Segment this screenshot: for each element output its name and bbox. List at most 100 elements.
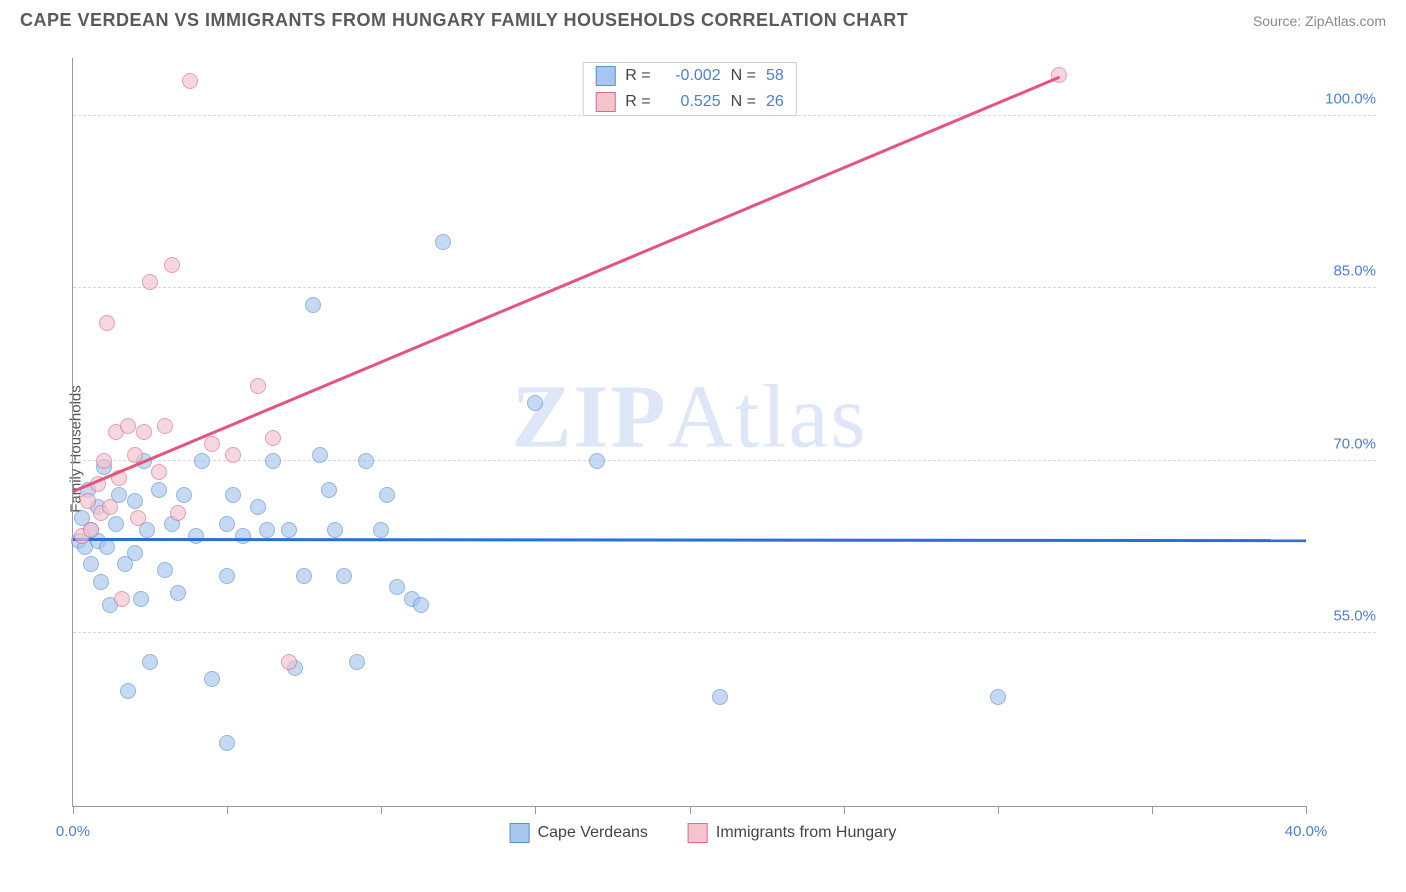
data-point: [349, 654, 365, 670]
data-point: [102, 499, 118, 515]
data-point: [204, 671, 220, 687]
data-point: [130, 510, 146, 526]
data-point: [120, 418, 136, 434]
xtick-label: 0.0%: [56, 823, 90, 840]
xtick: [844, 806, 845, 814]
correlation-legend: R =-0.002 N =58R =0.525 N =26: [582, 62, 796, 116]
data-point: [108, 516, 124, 532]
data-point: [176, 487, 192, 503]
data-point: [321, 482, 337, 498]
data-point: [265, 430, 281, 446]
data-point: [389, 579, 405, 595]
swatch-series2: [688, 823, 708, 843]
data-point: [250, 378, 266, 394]
n-value: 26: [766, 93, 784, 111]
data-point: [204, 436, 220, 452]
r-value: -0.002: [661, 67, 721, 85]
legend-stat-row: R =-0.002 N =58: [583, 63, 795, 89]
data-point: [327, 522, 343, 538]
plot-area: ZIPAtlas R =-0.002 N =58R =0.525 N =26 5…: [72, 58, 1306, 807]
legend-label-series1: Cape Verdeans: [538, 824, 648, 842]
data-point: [127, 545, 143, 561]
data-point: [99, 539, 115, 555]
xtick: [1152, 806, 1153, 814]
data-point: [379, 487, 395, 503]
ytick-label: 70.0%: [1314, 435, 1376, 452]
xtick-label: 40.0%: [1285, 823, 1328, 840]
data-point: [151, 482, 167, 498]
data-point: [164, 257, 180, 273]
data-point: [219, 568, 235, 584]
data-point: [373, 522, 389, 538]
data-point: [712, 689, 728, 705]
data-point: [235, 528, 251, 544]
xtick: [227, 806, 228, 814]
data-point: [157, 562, 173, 578]
data-point: [589, 453, 605, 469]
data-point: [1051, 67, 1067, 83]
regression-line: [73, 538, 1306, 542]
xtick: [381, 806, 382, 814]
data-point: [296, 568, 312, 584]
ytick-label: 55.0%: [1314, 608, 1376, 625]
data-point: [151, 464, 167, 480]
ytick-label: 100.0%: [1314, 90, 1376, 107]
data-point: [259, 522, 275, 538]
watermark: ZIPAtlas: [511, 366, 867, 469]
data-point: [188, 528, 204, 544]
data-point: [225, 487, 241, 503]
page-title: CAPE VERDEAN VS IMMIGRANTS FROM HUNGARY …: [20, 10, 908, 31]
data-point: [219, 516, 235, 532]
xtick: [535, 806, 536, 814]
n-value: 58: [766, 67, 784, 85]
data-point: [93, 574, 109, 590]
data-point: [219, 735, 235, 751]
data-point: [96, 453, 112, 469]
data-point: [83, 522, 99, 538]
data-point: [194, 453, 210, 469]
xtick: [1306, 806, 1307, 814]
series-legend: Cape Verdeans Immigrants from Hungary: [510, 823, 897, 843]
data-point: [170, 585, 186, 601]
swatch: [595, 66, 615, 86]
swatch: [595, 92, 615, 112]
source-attribution: Source: ZipAtlas.com: [1253, 13, 1386, 29]
data-point: [281, 654, 297, 670]
legend-item-series1: Cape Verdeans: [510, 823, 648, 843]
data-point: [225, 447, 241, 463]
legend-label-series2: Immigrants from Hungary: [716, 824, 897, 842]
data-point: [413, 597, 429, 613]
data-point: [281, 522, 297, 538]
data-point: [120, 683, 136, 699]
xtick: [998, 806, 999, 814]
data-point: [157, 418, 173, 434]
data-point: [114, 591, 130, 607]
chart-container: Family Households ZIPAtlas R =-0.002 N =…: [20, 50, 1386, 847]
data-point: [170, 505, 186, 521]
data-point: [435, 234, 451, 250]
data-point: [83, 556, 99, 572]
data-point: [358, 453, 374, 469]
data-point: [133, 591, 149, 607]
ytick-label: 85.0%: [1314, 263, 1376, 280]
gridline: [73, 287, 1376, 288]
data-point: [305, 297, 321, 313]
legend-item-series2: Immigrants from Hungary: [688, 823, 897, 843]
data-point: [136, 424, 152, 440]
xtick: [690, 806, 691, 814]
data-point: [265, 453, 281, 469]
xtick: [73, 806, 74, 814]
data-point: [142, 654, 158, 670]
data-point: [990, 689, 1006, 705]
legend-stat-row: R =0.525 N =26: [583, 89, 795, 115]
gridline: [73, 632, 1376, 633]
r-value: 0.525: [661, 93, 721, 111]
data-point: [142, 274, 158, 290]
data-point: [527, 395, 543, 411]
swatch-series1: [510, 823, 530, 843]
data-point: [99, 315, 115, 331]
data-point: [182, 73, 198, 89]
data-point: [127, 493, 143, 509]
data-point: [312, 447, 328, 463]
regression-line: [73, 75, 1060, 492]
